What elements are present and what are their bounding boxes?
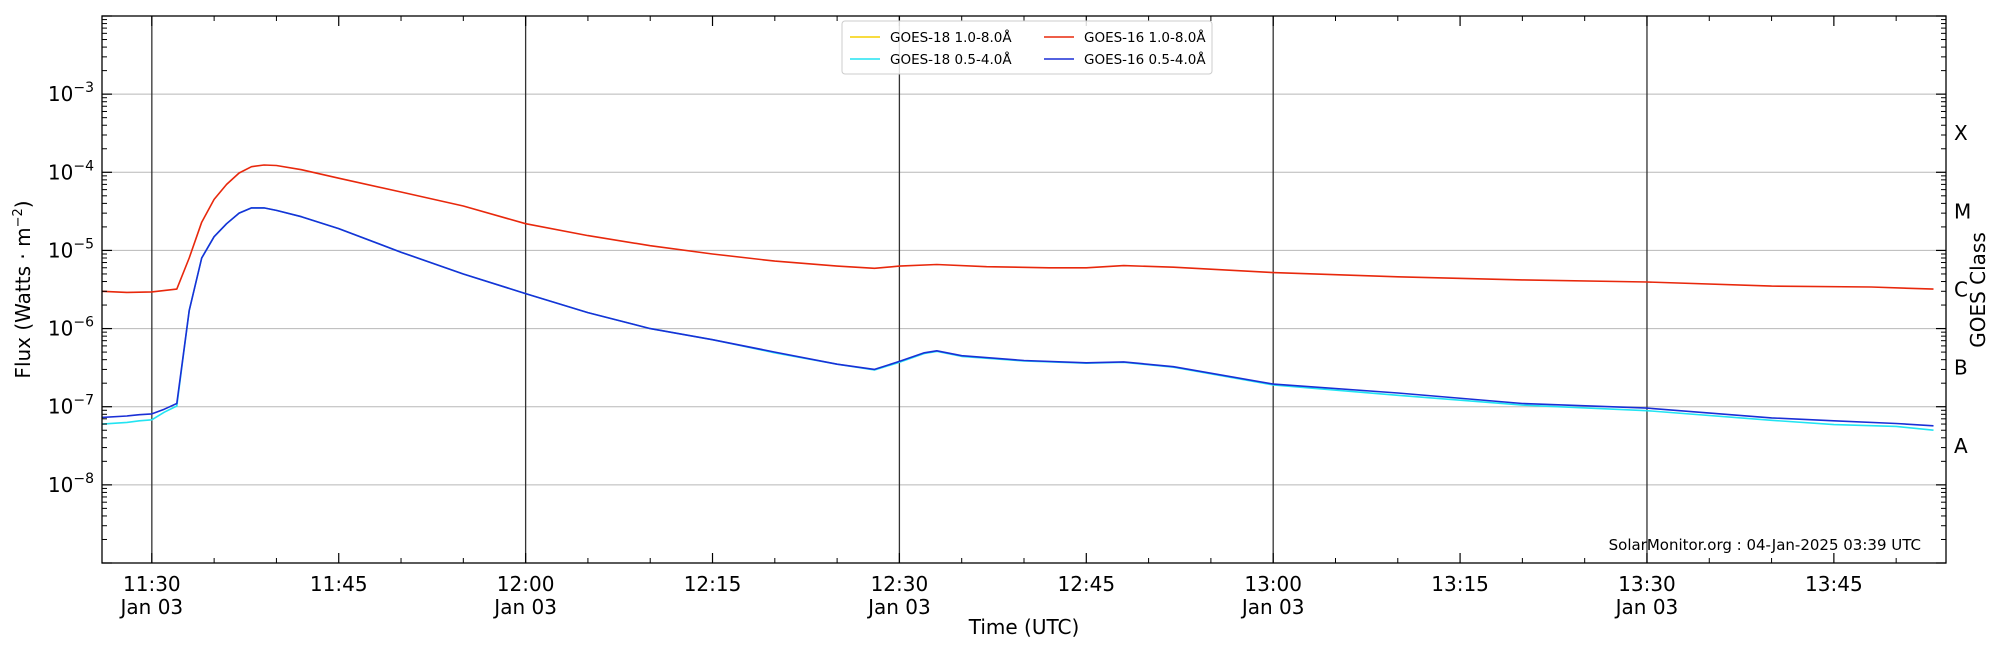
y-axis-title: Flux (Watts · m−2) [11, 200, 35, 378]
x-tick-label: 12:15 [684, 572, 742, 596]
x-axis-title: Time (UTC) [968, 615, 1080, 639]
x-tick-date-label: Jan 03 [866, 595, 931, 619]
series-line [101, 164, 1934, 294]
x-tick-label: 13:45 [1805, 572, 1863, 596]
goes-class-label: B [1954, 356, 1968, 380]
y-tick-label: 10−6 [48, 315, 94, 341]
gridlines [102, 93, 1946, 486]
legend-label: GOES-18 1.0-8.0Å [890, 29, 1012, 46]
x-tick-date-label: Jan 03 [1240, 595, 1305, 619]
plot-frame [101, 15, 1947, 564]
goes-class-label: X [1954, 121, 1968, 145]
axis-ticks [102, 15, 1946, 564]
x-tick-label: 12:45 [1057, 572, 1115, 596]
x-tick-date-label: Jan 03 [492, 595, 557, 619]
x-tick-label: 13:30 [1618, 572, 1676, 596]
x-tick-label: 11:45 [310, 572, 368, 596]
y-tick-label: 10−7 [48, 393, 94, 419]
series-lines [101, 164, 1934, 431]
x-tick-label: 12:00 [497, 572, 555, 596]
day-markers [151, 16, 1648, 563]
legend-label: GOES-16 0.5-4.0Å [1084, 51, 1206, 68]
goes-class-label: C [1954, 278, 1968, 302]
goes-class-axis-title: GOES Class [1966, 232, 1990, 348]
series-line [101, 207, 1934, 427]
legend: GOES-18 1.0-8.0Å GOES-18 0.5-4.0Å GOES-16 … [841, 20, 1213, 75]
series-line [101, 207, 1934, 431]
y-tick-label: 10−4 [48, 158, 94, 184]
x-tick-date-label: Jan 03 [1614, 595, 1679, 619]
legend-label: GOES-18 0.5-4.0Å [890, 51, 1012, 68]
x-tick-label: 11:30 [123, 572, 181, 596]
y-tick-label: 10−8 [48, 471, 94, 497]
x-tick-label: 13:15 [1431, 572, 1489, 596]
x-tick-label: 13:00 [1244, 572, 1302, 596]
goes-class-label: M [1954, 199, 1971, 223]
legend-frame [841, 20, 1213, 75]
credit-text: SolarMonitor.org : 04-Jan-2025 03:39 UTC [1609, 536, 1921, 554]
y-tick-label: 10−3 [48, 80, 94, 106]
legend-label: GOES-16 1.0-8.0Å [1084, 29, 1206, 46]
x-tick-label: 12:30 [871, 572, 929, 596]
x-tick-date-label: Jan 03 [119, 595, 184, 619]
y-tick-label: 10−5 [48, 236, 94, 262]
goes-class-label: A [1954, 434, 1968, 458]
